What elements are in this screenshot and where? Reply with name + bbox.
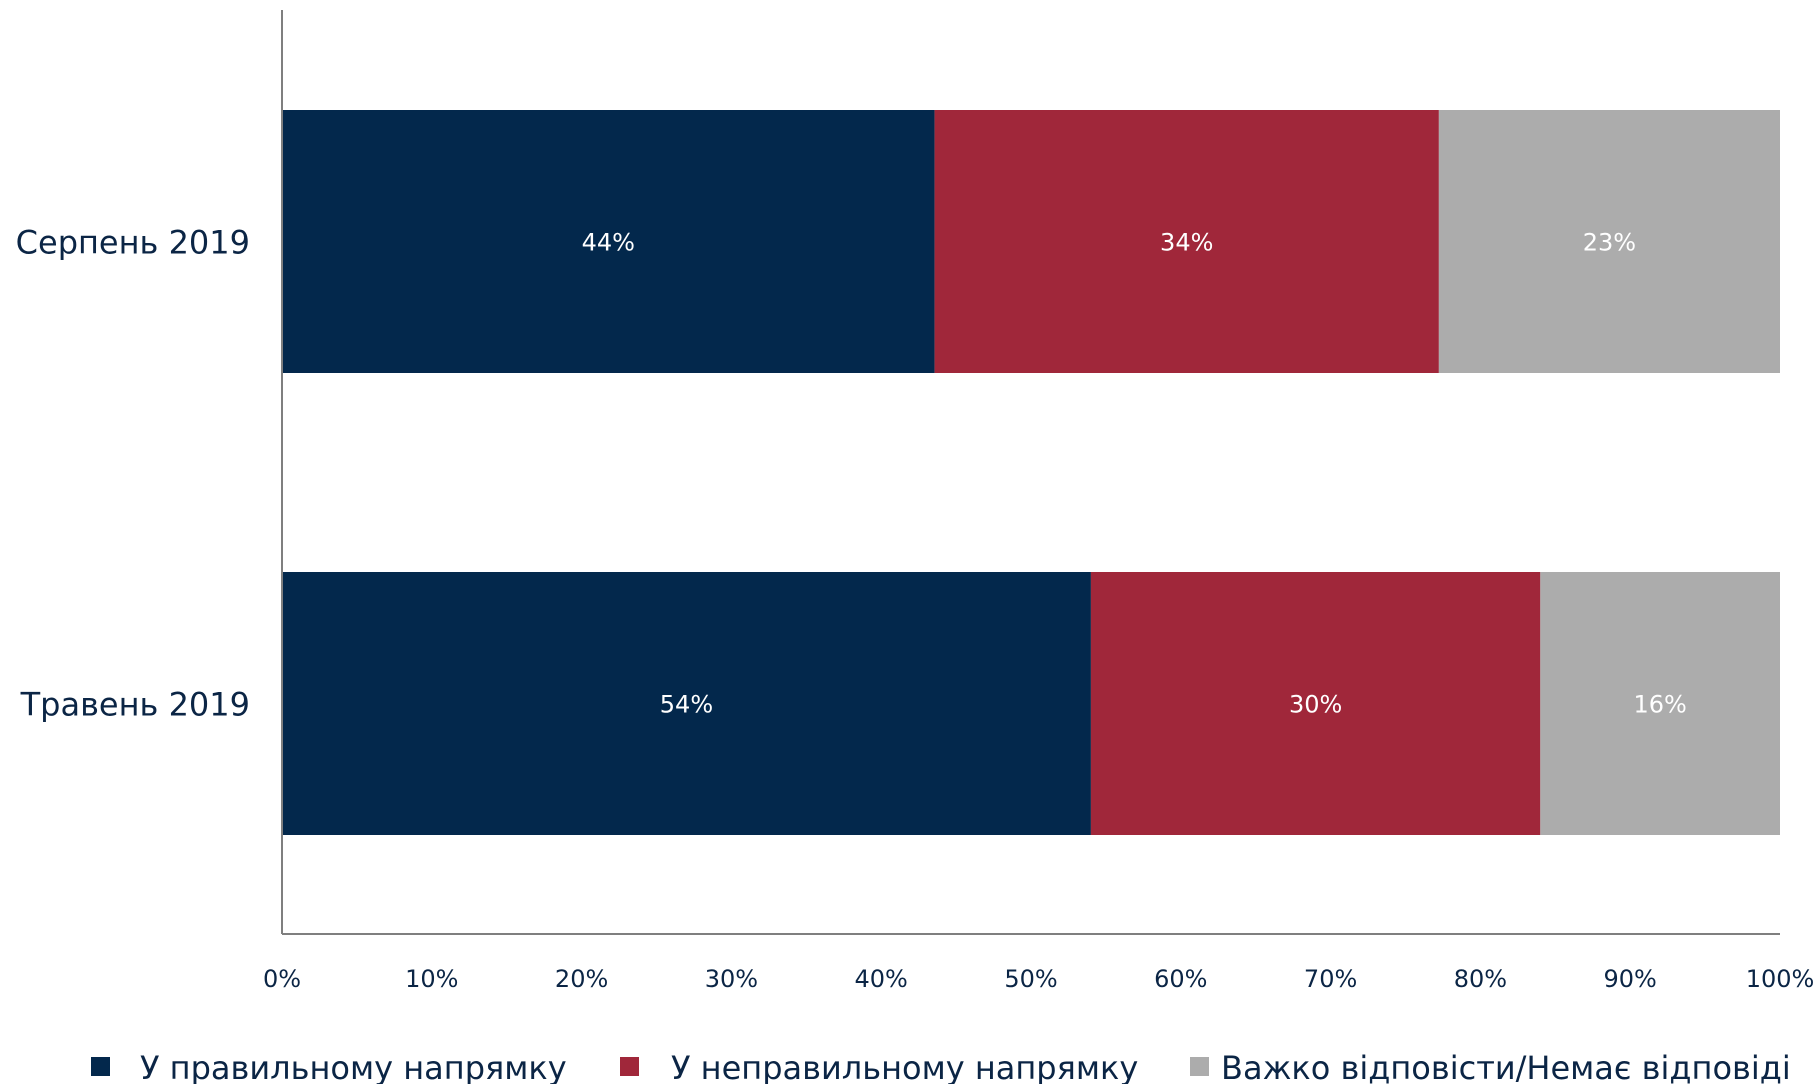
legend: У правильному напрямку У неправильному на…: [91, 1049, 1791, 1084]
data-label: 23%: [1583, 229, 1636, 257]
legend-swatch-1: [91, 1057, 110, 1076]
x-tick-label: 20%: [555, 965, 608, 993]
legend-label-3: Важко відповісти/Немає відповіді: [1221, 1049, 1791, 1084]
x-tick-label: 60%: [1154, 965, 1207, 993]
x-tick-label: 10%: [405, 965, 458, 993]
data-label: 16%: [1633, 691, 1686, 719]
data-label: 34%: [1160, 229, 1213, 257]
x-tick-label: 100%: [1746, 965, 1814, 993]
x-tick-label: 50%: [1004, 965, 1057, 993]
data-label: 54%: [660, 691, 713, 719]
legend-label-1: У правильному напрямку: [140, 1049, 567, 1084]
bars-layer: [282, 110, 1780, 835]
x-tick-label: 0%: [263, 965, 301, 993]
category-label: Травень 2019: [20, 686, 250, 724]
x-tick-label: 30%: [705, 965, 758, 993]
category-label: Серпень 2019: [16, 224, 250, 262]
x-tick-label: 70%: [1304, 965, 1357, 993]
x-tick-label: 90%: [1604, 965, 1657, 993]
data-label: 30%: [1289, 691, 1342, 719]
x-tick-label: 80%: [1454, 965, 1507, 993]
legend-swatch-2: [620, 1057, 639, 1076]
legend-swatch-3: [1190, 1057, 1209, 1076]
data-label: 44%: [582, 229, 635, 257]
x-tick-label: 40%: [855, 965, 908, 993]
legend-label-2: У неправильному напрямку: [671, 1049, 1138, 1084]
